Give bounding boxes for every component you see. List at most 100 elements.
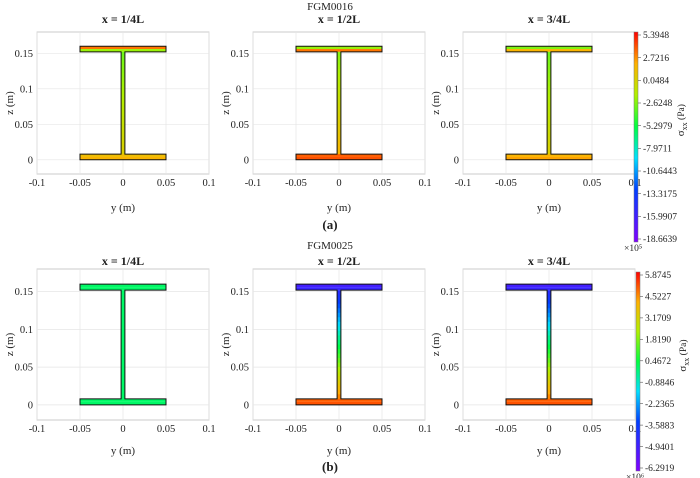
web-segment [547, 371, 551, 377]
colorbar-tick-label: -4.9401 [645, 443, 675, 453]
web-segment [547, 367, 551, 373]
web-segment [337, 367, 341, 373]
web-segment [121, 60, 125, 66]
web-segment [547, 353, 551, 359]
figure-title: FGM0016 [307, 1, 353, 13]
bottom-flange-lower [296, 401, 382, 405]
web-segment [547, 107, 551, 112]
web-segment [121, 98, 125, 104]
web-segment [121, 344, 125, 350]
web-segment [337, 303, 341, 309]
web-segment [547, 124, 551, 129]
web-segment [337, 358, 341, 364]
x-tick-label: 0 [336, 424, 341, 435]
web-segment [121, 380, 125, 386]
x-tick-label: -0.05 [69, 178, 91, 189]
x-tick-label: 0.1 [418, 178, 431, 189]
x-tick-label: 0 [336, 178, 341, 189]
y-tick-label: 0.05 [15, 120, 33, 131]
web-segment [121, 73, 125, 78]
web-segment [121, 81, 125, 87]
web-segment [121, 321, 125, 327]
web-segment [547, 68, 551, 74]
web-segment [337, 339, 341, 345]
web-segment [121, 371, 125, 377]
top-flange-upper [506, 46, 592, 50]
web-segment [547, 299, 551, 305]
y-axis-label: z (m) [4, 332, 16, 356]
web-segment [121, 103, 125, 108]
web-segment [337, 120, 341, 125]
y-tick-label: 0.1 [236, 84, 249, 95]
web-segment [547, 73, 551, 78]
colorbar-tick-label: 2.7216 [643, 54, 669, 64]
ibeam-outline [295, 45, 383, 161]
bottom-flange-lower [296, 156, 382, 160]
top-flange-upper [506, 284, 592, 288]
bottom-flange-upper [296, 398, 382, 402]
colorbar-tick-label: -13.3175 [643, 190, 677, 200]
web-segment [337, 128, 341, 134]
panel-title: x = 1/4L [102, 12, 144, 26]
web-segment [121, 107, 125, 112]
colorbar: 5.3948 2.7216 0.0484 -2.6248 -5.2979 -7.9711 -… [624, 31, 689, 254]
web-segment [547, 312, 551, 318]
top-flange-lower [80, 287, 166, 291]
panel-title: x = 1/2L [318, 254, 360, 268]
web-segment [121, 137, 125, 142]
web-segment [547, 394, 551, 400]
x-tick-label: 0.05 [157, 178, 175, 189]
y-axis-label: z (m) [4, 91, 16, 115]
web-segment [547, 335, 551, 341]
web-segment [121, 299, 125, 305]
x-tick-label: 0.05 [157, 424, 175, 435]
web-segment [547, 380, 551, 386]
web-segment [547, 111, 551, 117]
top-flange-upper [296, 46, 382, 50]
web-segment [337, 141, 341, 146]
web-segment [337, 389, 341, 395]
colorbar-label: σxx (Pa) [677, 340, 691, 372]
web-segment [547, 132, 551, 138]
y-tick-label: 0 [454, 400, 459, 411]
web-segment [337, 64, 341, 70]
panel-title: x = 1/4L [102, 254, 144, 268]
bottom-flange-lower [506, 401, 592, 405]
web-segment [547, 308, 551, 314]
top-flange-lower [80, 49, 166, 52]
top-flange-lower [296, 49, 382, 52]
web-segment [547, 317, 551, 323]
web-segment [547, 90, 551, 95]
web-segment [121, 111, 125, 117]
web-segment [121, 132, 125, 138]
web-segment [337, 335, 341, 341]
figure-row-2: FGM0025 (b) -0.1 -0.05 0 0.05 0.1 0 0.05 0.1 0.15 y… [4, 240, 691, 478]
web-segment [337, 326, 341, 332]
y-tick-label: 0.15 [231, 49, 249, 60]
top-flange-lower [506, 49, 592, 52]
panel-title: x = 3/4L [528, 12, 570, 26]
web-segment [337, 77, 341, 83]
web-segment [337, 51, 341, 57]
web-segment [121, 376, 125, 382]
x-tick-label: 0 [120, 424, 125, 435]
web-segment [121, 358, 125, 364]
web-segment [121, 77, 125, 83]
y-axis-label: z (m) [430, 332, 442, 356]
colorbar-gradient [635, 271, 641, 472]
web-segment [547, 344, 551, 350]
colorbar-tick-label: 4.5227 [645, 293, 671, 303]
web-segment [547, 290, 551, 296]
web-segment [337, 145, 341, 151]
x-tick-label: -0.1 [29, 178, 46, 189]
web-segment [547, 141, 551, 146]
web-segment [121, 115, 125, 121]
web-segment [337, 73, 341, 78]
web-segment [337, 344, 341, 350]
colorbar-tick-label: -7.9711 [643, 145, 672, 155]
web-segment [547, 358, 551, 364]
panel-label: (a) [322, 217, 337, 232]
